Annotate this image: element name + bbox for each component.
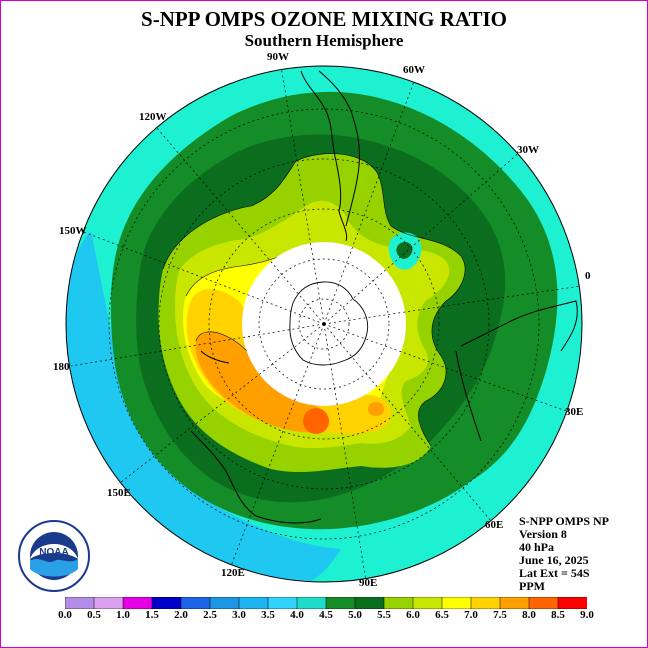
noaa-logo: NOAA <box>18 520 90 592</box>
lon-label-150e: 150E <box>107 487 131 499</box>
colorbar-tick-label: 9.0 <box>580 609 594 621</box>
graticule <box>70 66 582 582</box>
colorbar-tick-label: 5.0 <box>348 609 362 621</box>
colorbar-swatch <box>528 597 559 609</box>
lon-label-150w: 150W <box>59 225 87 237</box>
colorbar-tick-label: 1.0 <box>116 609 130 621</box>
info-panel: S-NPP OMPS NP Version 8 40 hPa June 16, … <box>519 515 609 593</box>
colorbar-tick-label: 2.0 <box>174 609 188 621</box>
ozone-7.0-7.5 <box>195 331 328 433</box>
info-version: Version 8 <box>519 527 567 541</box>
lon-label-0: 0 <box>585 270 591 282</box>
map-title: S-NPP OMPS OZONE MIXING RATIO <box>141 7 507 31</box>
ozone-3.0-3.5 <box>66 231 341 582</box>
colorbar-swatch <box>499 597 530 609</box>
colorbar-swatch <box>93 597 124 609</box>
colorbar-tick-label: 4.0 <box>290 609 304 621</box>
map-subtitle: Southern Hemisphere <box>244 31 404 50</box>
lon-label-90w: 90W <box>267 51 289 63</box>
colorbar-swatch <box>209 597 240 609</box>
colorbar-tick-label: 2.5 <box>203 609 217 621</box>
colorbar-tick-label: 6.5 <box>435 609 449 621</box>
info-level: 40 hPa <box>519 540 555 554</box>
colorbar-tick-label: 8.0 <box>522 609 536 621</box>
ozone-7.5-8.0 <box>303 408 329 434</box>
colorbar-swatch <box>238 597 269 609</box>
antarctica-coastline <box>289 281 369 366</box>
colorbar-swatch <box>296 597 327 609</box>
colorbar-tick-label: 3.5 <box>261 609 275 621</box>
noaa-logo-text: NOAA <box>39 547 68 558</box>
colorbar-tick-label: 6.0 <box>406 609 420 621</box>
colorbar-tick-label: 0.5 <box>87 609 101 621</box>
colorbar-tick-label: 5.5 <box>377 609 391 621</box>
colorbar <box>65 597 587 609</box>
colorbar-swatch <box>267 597 298 609</box>
colorbar-tick-label: 7.5 <box>493 609 507 621</box>
lon-label-30e: 30E <box>565 406 584 418</box>
lon-label-30w: 30W <box>517 144 539 156</box>
colorbar-tick-label: 4.5 <box>319 609 333 621</box>
colorbar-tick-label: 0.0 <box>58 609 72 621</box>
lon-label-60e: 60E <box>485 519 504 531</box>
colorbar-swatch <box>383 597 414 609</box>
ozone-local-max <box>368 402 384 416</box>
lon-label-120e: 120E <box>221 567 245 579</box>
colorbar-tick-label: 3.0 <box>232 609 246 621</box>
colorbar-tick-label: 8.5 <box>551 609 565 621</box>
colorbar-tick-label: 7.0 <box>464 609 478 621</box>
info-date: June 16, 2025 <box>519 553 589 567</box>
map-boundary <box>65 65 583 583</box>
colorbar-swatch <box>180 597 211 609</box>
colorbar-swatch <box>325 597 356 609</box>
colorbar-swatch <box>151 597 182 609</box>
info-lat-ext: Lat Ext = 54S <box>519 566 590 580</box>
lon-label-60w: 60W <box>403 64 425 76</box>
colorbar-swatch <box>441 597 472 609</box>
colorbar-swatch <box>412 597 443 609</box>
colorbar-swatch <box>557 597 587 609</box>
colorbar-swatch <box>65 597 95 609</box>
south-pole-marker <box>322 322 326 326</box>
colorbar-swatch <box>122 597 153 609</box>
info-units: PPM <box>519 579 545 593</box>
info-instrument: S-NPP OMPS NP <box>519 514 609 528</box>
colorbar-swatch <box>354 597 385 609</box>
lon-label-120w: 120W <box>139 111 167 123</box>
lon-label-180: 180 <box>53 361 70 373</box>
lon-label-90e: 90E <box>359 577 378 589</box>
colorbar-swatch <box>470 597 501 609</box>
colorbar-tick-label: 1.5 <box>145 609 159 621</box>
